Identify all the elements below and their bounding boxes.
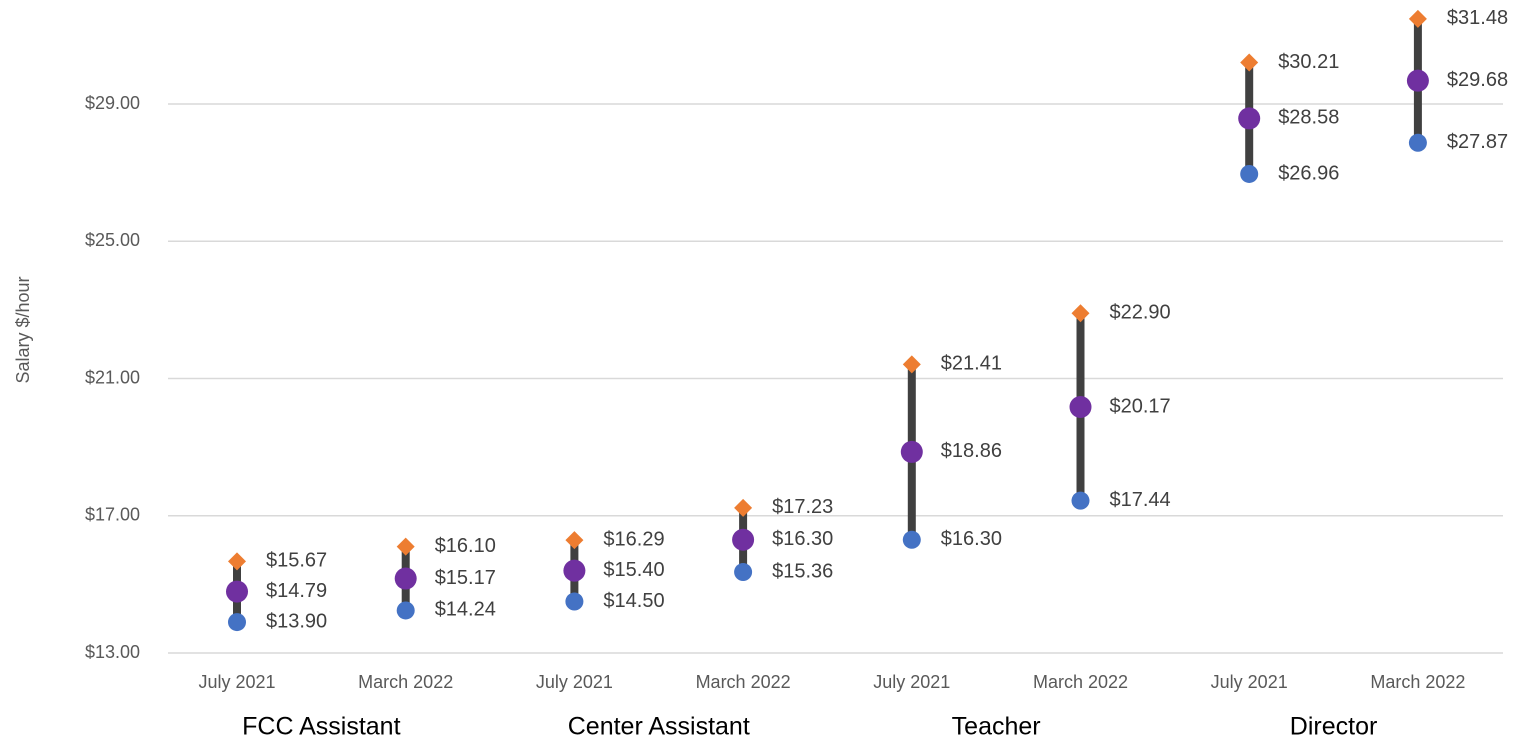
marker-diamond [734, 498, 753, 517]
y-tick-label: $17.00 [85, 505, 140, 525]
marker-diamond [1240, 53, 1259, 72]
value-label: $22.90 [1110, 302, 1171, 324]
value-label: $29.68 [1447, 69, 1508, 91]
group-label: Teacher [952, 713, 1041, 741]
marker-diamond [565, 531, 584, 550]
marker-circle [565, 592, 584, 611]
value-label: $26.96 [1278, 162, 1339, 184]
y-tick-label: $29.00 [85, 93, 140, 113]
value-label: $15.40 [603, 559, 664, 581]
x-tick-label: July 2021 [198, 672, 275, 692]
marker-circle [734, 563, 753, 582]
value-label: $15.17 [435, 567, 496, 589]
marker-circle [226, 580, 248, 603]
marker-diamond [1408, 9, 1427, 28]
y-tick-label: $13.00 [85, 642, 140, 662]
value-label: $15.36 [772, 560, 833, 582]
marker-diamond [396, 537, 415, 556]
value-label: $31.48 [1447, 7, 1508, 29]
value-label: $27.87 [1447, 131, 1508, 153]
marker-circle [1406, 69, 1429, 92]
marker-circle [1071, 491, 1090, 510]
value-label: $18.86 [941, 440, 1002, 462]
value-label: $15.67 [266, 550, 327, 572]
value-label: $16.10 [435, 535, 496, 557]
value-label: $30.21 [1278, 51, 1339, 73]
marker-diamond [902, 355, 921, 374]
value-label: $14.50 [603, 590, 664, 612]
value-label: $16.30 [941, 528, 1002, 550]
group-label: Director [1290, 713, 1378, 741]
y-axis-title: Salary $/hour [13, 276, 33, 383]
marker-circle [900, 440, 923, 463]
value-label: $16.29 [603, 528, 664, 550]
group-label: FCC Assistant [242, 713, 400, 741]
value-label: $20.17 [1110, 395, 1171, 417]
value-label: $13.90 [266, 610, 327, 632]
marker-circle [1240, 164, 1259, 183]
y-tick-label: $25.00 [85, 230, 140, 250]
value-label: $21.41 [941, 353, 1002, 375]
marker-circle [396, 601, 415, 620]
value-label: $28.58 [1278, 107, 1339, 129]
y-tick-label: $21.00 [85, 367, 140, 387]
marker-diamond [228, 552, 246, 571]
x-tick-label: July 2021 [873, 672, 950, 692]
value-label: $16.30 [772, 528, 833, 550]
x-tick-label: March 2022 [1033, 672, 1128, 692]
marker-circle [1238, 107, 1261, 130]
marker-circle [1408, 133, 1427, 152]
x-tick-label: March 2022 [358, 672, 453, 692]
marker-circle [394, 567, 417, 590]
marker-circle [563, 559, 586, 582]
x-tick-label: March 2022 [696, 672, 791, 692]
x-tick-label: July 2021 [536, 672, 613, 692]
marker-diamond [1071, 304, 1090, 323]
value-label: $14.24 [435, 599, 496, 621]
marker-circle [732, 528, 755, 551]
marker-circle [228, 613, 246, 632]
value-label: $17.23 [772, 496, 833, 518]
group-label: Center Assistant [568, 713, 750, 741]
x-tick-label: March 2022 [1370, 672, 1465, 692]
value-label: $14.79 [266, 580, 327, 602]
x-tick-label: July 2021 [1211, 672, 1288, 692]
marker-circle [902, 530, 921, 549]
value-label: $17.44 [1110, 489, 1171, 511]
marker-circle [1069, 395, 1092, 418]
